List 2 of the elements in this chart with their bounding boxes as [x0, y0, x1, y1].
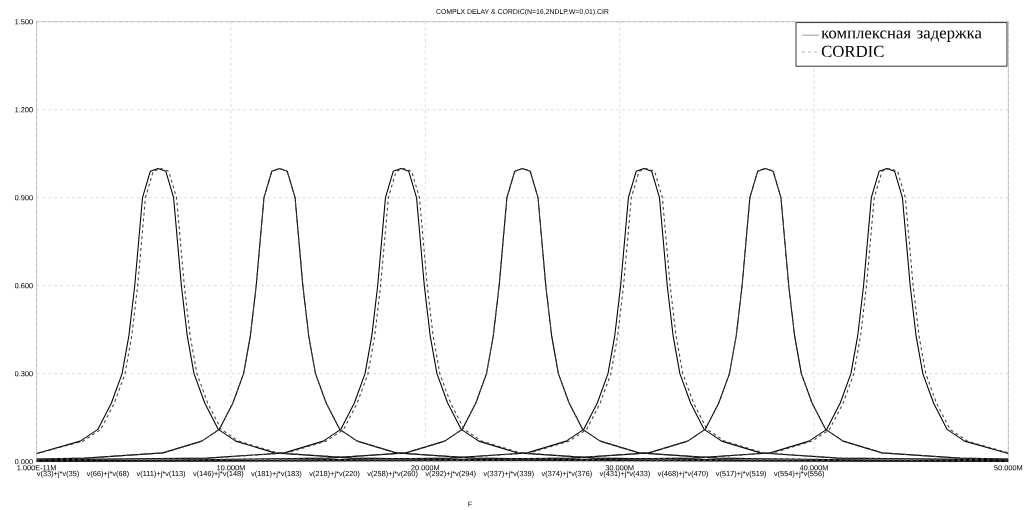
legend-label: CORDIC — [821, 45, 884, 58]
legend-label: комплексная задержка — [821, 30, 982, 43]
